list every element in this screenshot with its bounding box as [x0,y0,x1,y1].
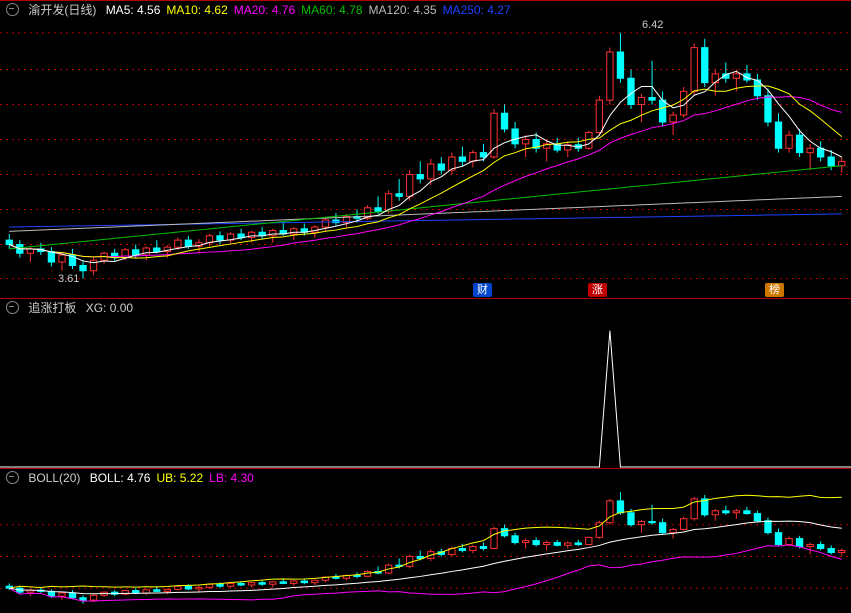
signal-title: 追涨打板 [28,301,76,315]
legend-item: MA60: 4.78 [301,3,362,17]
legend-item: MA10: 4.62 [166,3,227,17]
legend-item: MA250: 4.27 [443,3,511,17]
legend-item: MA20: 4.76 [234,3,295,17]
legend-item: MA5: 4.56 [106,3,161,17]
legend-item: BOLL: 4.76 [90,471,151,485]
main-candlestick-panel[interactable]: 渝开发(日线) MA5: 4.56 MA10: 4.62 MA20: 4.76 MA6… [0,0,851,299]
boll-title: BOLL(20) [28,471,80,485]
signal-header: 追涨打板 XG: 0.00 [6,301,145,315]
marker-tag[interactable]: 榜 [765,283,784,297]
gear-icon[interactable] [6,3,19,16]
main-chart-svg[interactable] [0,1,851,299]
high-annotation: 6.42 [642,19,663,31]
legend-item: UB: 5.22 [156,471,203,485]
legend-item: XG: 0.00 [86,301,133,315]
boll-chart-svg[interactable] [0,469,851,613]
signal-chart-svg[interactable] [0,299,851,469]
boll-header: BOLL(20) BOLL: 4.76 UB: 5.22 LB: 4.30 [6,471,266,485]
main-header: 渝开发(日线) MA5: 4.56 MA10: 4.62 MA20: 4.76 MA6… [6,3,523,17]
legend-item: MA120: 4.35 [369,3,437,17]
boll-panel[interactable]: BOLL(20) BOLL: 4.76 UB: 5.22 LB: 4.30 [0,468,851,613]
signal-panel[interactable]: 追涨打板 XG: 0.00 [0,298,851,469]
low-annotation: 3.61 [58,273,79,285]
legend-item: LB: 4.30 [209,471,254,485]
main-title: 渝开发(日线) [28,3,96,17]
gear-icon[interactable] [6,471,19,484]
gear-icon[interactable] [6,301,19,314]
marker-tag[interactable]: 财 [473,283,492,297]
marker-tag[interactable]: 涨 [588,283,607,297]
